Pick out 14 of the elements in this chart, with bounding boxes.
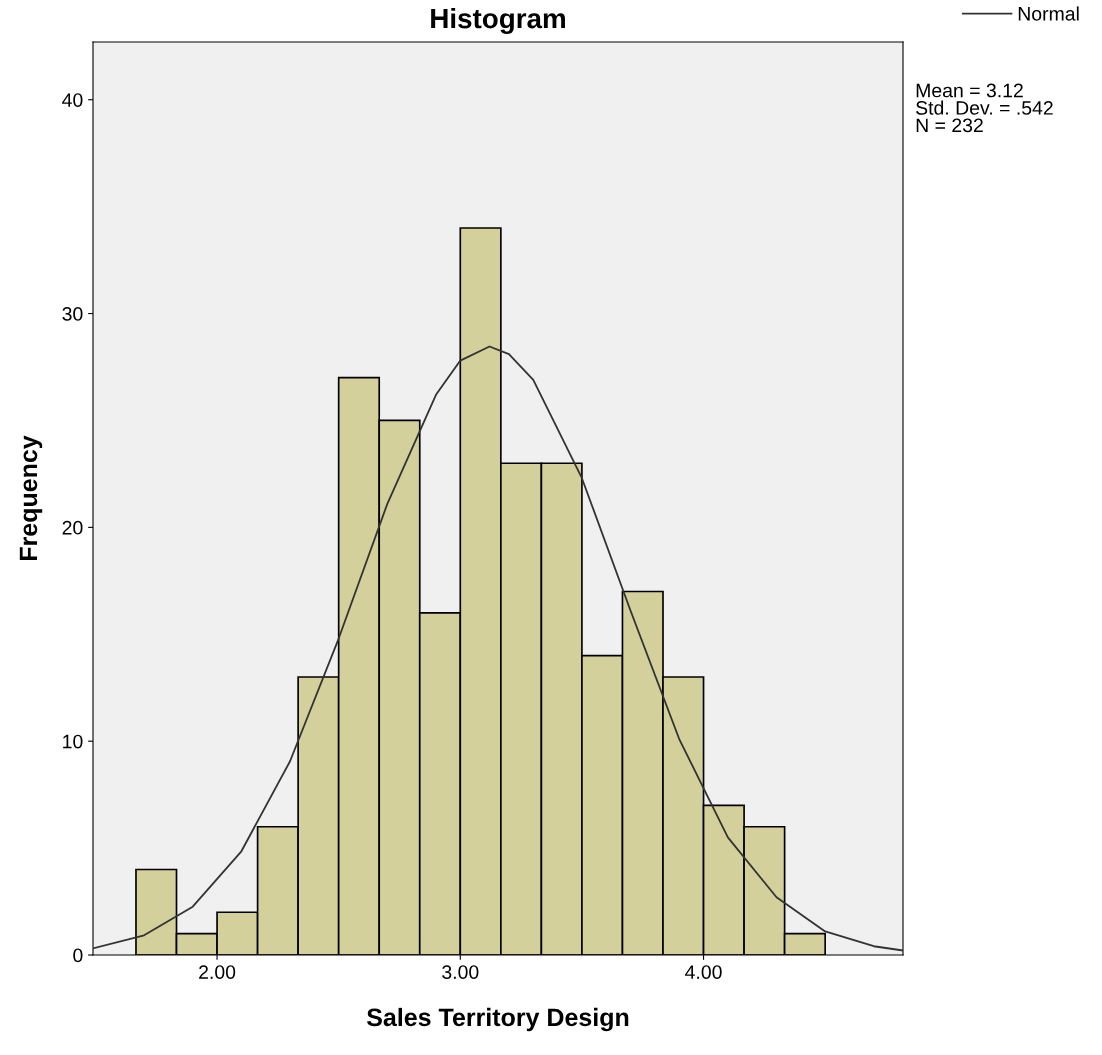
text: Mean = 3.12 Std. Dev. = .542 N = 232 — [916, 83, 1053, 133]
y-tick-label: 20 — [62, 520, 83, 535]
y-tick-label: 30 — [62, 307, 83, 321]
y-tick-label: 10 — [63, 734, 83, 749]
x-axis-title: Sales Territory Design — [366, 1007, 629, 1032]
y-tick-label: 40 — [62, 93, 83, 107]
legend-label: Normal — [1018, 6, 1079, 21]
y-axis-title: Frequency — [19, 435, 43, 561]
y-tick-label: 0 — [73, 948, 83, 963]
x-tick-label: 3.00 — [442, 965, 479, 979]
line-series — [93, 345, 903, 952]
x-tick-label: 4.00 — [685, 965, 722, 979]
chart-title: Histogram — [431, 7, 565, 34]
x-tick-label: 2.00 — [199, 965, 236, 979]
